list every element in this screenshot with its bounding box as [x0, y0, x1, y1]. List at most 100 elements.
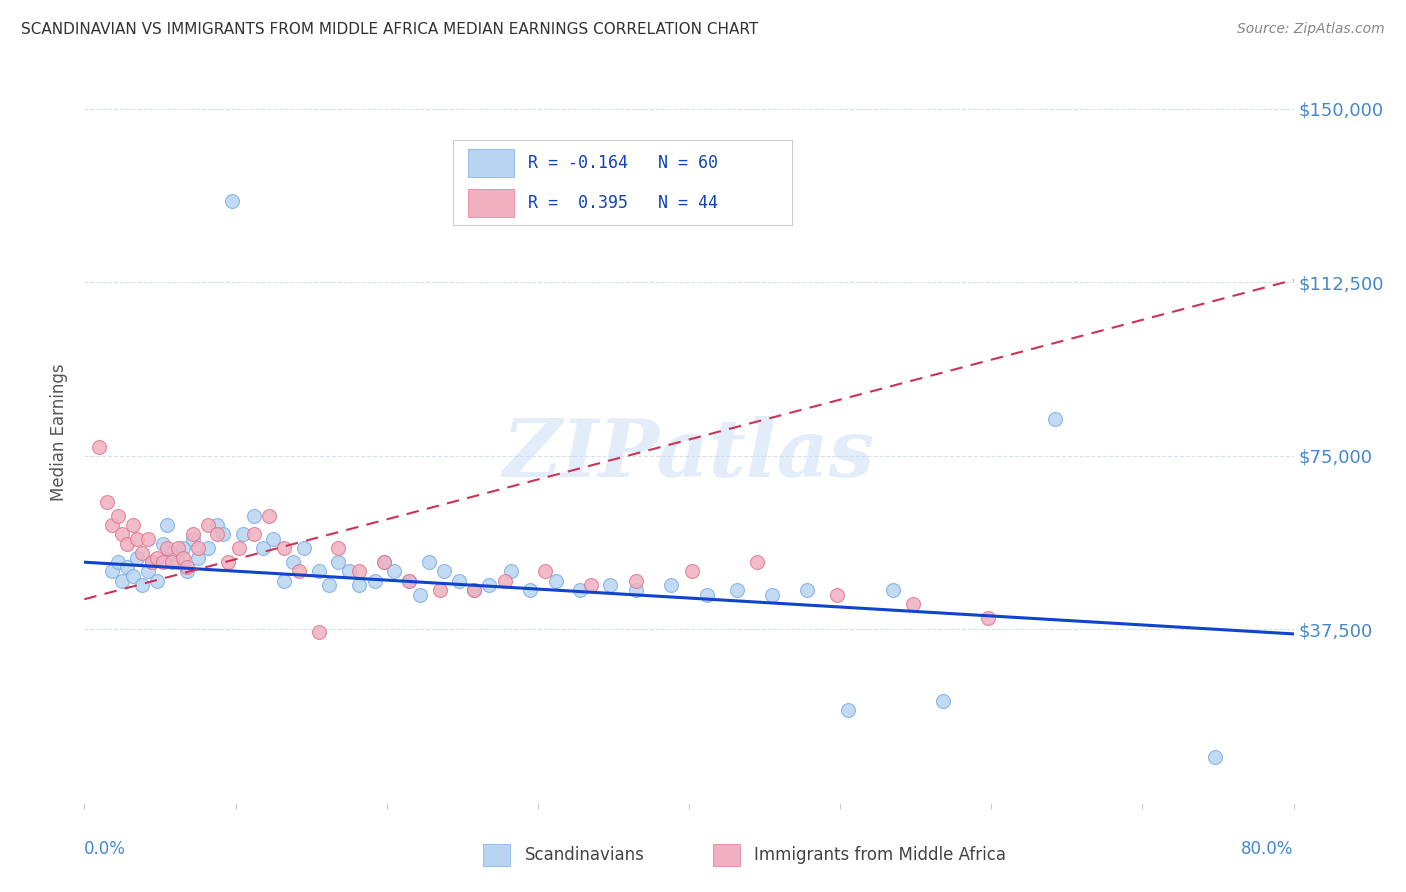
Point [221, 194, 243, 209]
Point [115, 536, 138, 550]
Point [433, 565, 456, 579]
Point [349, 565, 371, 579]
Point [217, 555, 239, 569]
Point [252, 541, 274, 556]
Point [932, 694, 955, 708]
Point [100, 565, 122, 579]
Point [232, 527, 254, 541]
Point [131, 578, 153, 592]
Point [308, 624, 330, 639]
Y-axis label: Median Earnings: Median Earnings [51, 364, 69, 501]
Point [761, 588, 783, 602]
Point [901, 597, 924, 611]
Point [146, 574, 169, 588]
Point [273, 574, 295, 588]
Point [181, 532, 204, 546]
Point [262, 532, 284, 546]
Point [328, 555, 350, 569]
Point [136, 532, 159, 546]
Point [228, 541, 250, 556]
Point [167, 541, 190, 556]
Point [156, 541, 179, 556]
Text: SCANDINAVIAN VS IMMIGRANTS FROM MIDDLE AFRICA MEDIAN EARNINGS CORRELATION CHART: SCANDINAVIAN VS IMMIGRANTS FROM MIDDLE A… [21, 22, 758, 37]
Text: 80.0%: 80.0% [1241, 840, 1294, 858]
Text: R =  0.395   N = 44: R = 0.395 N = 44 [529, 194, 718, 212]
Point [363, 574, 385, 588]
Point [1204, 749, 1226, 764]
Point [96, 495, 118, 509]
Point [837, 703, 859, 717]
Point [318, 578, 340, 592]
FancyBboxPatch shape [453, 140, 792, 226]
Point [160, 546, 183, 560]
Point [478, 578, 501, 592]
Point [152, 536, 174, 550]
Point [176, 565, 198, 579]
Point [681, 565, 703, 579]
Point [373, 555, 395, 569]
Text: R = -0.164   N = 60: R = -0.164 N = 60 [529, 154, 718, 172]
Point [207, 527, 229, 541]
Point [281, 555, 304, 569]
Point [398, 574, 420, 588]
Point [176, 559, 198, 574]
Point [181, 527, 204, 541]
Point [273, 541, 295, 556]
Point [242, 508, 264, 523]
Point [156, 518, 179, 533]
Point [569, 582, 592, 597]
Point [499, 565, 522, 579]
Point [207, 518, 229, 533]
Point [107, 508, 129, 523]
Point [796, 582, 818, 597]
Point [382, 565, 405, 579]
Point [111, 574, 134, 588]
Text: ZIPatlas: ZIPatlas [503, 416, 875, 493]
Point [121, 518, 143, 533]
Point [197, 518, 219, 533]
Point [745, 555, 768, 569]
Point [624, 574, 647, 588]
Point [544, 574, 567, 588]
Point [725, 582, 748, 597]
Point [882, 582, 904, 597]
Point [187, 541, 209, 556]
Bar [713, 844, 740, 866]
Text: 0.0%: 0.0% [84, 840, 127, 858]
Bar [468, 189, 513, 217]
Point [292, 541, 315, 556]
Point [141, 555, 163, 569]
Point [127, 532, 149, 546]
Point [115, 559, 138, 574]
Point [152, 555, 174, 569]
Bar [484, 844, 510, 866]
Point [409, 588, 432, 602]
Point [127, 550, 149, 565]
Point [463, 582, 485, 597]
Point [696, 588, 718, 602]
Point [172, 550, 194, 565]
Text: Source: ZipAtlas.com: Source: ZipAtlas.com [1237, 22, 1385, 37]
Point [349, 578, 371, 592]
Point [1043, 411, 1066, 425]
Point [418, 555, 440, 569]
Point [624, 582, 647, 597]
Point [494, 574, 516, 588]
Point [825, 588, 848, 602]
Point [398, 574, 420, 588]
Point [136, 565, 159, 579]
Point [131, 546, 153, 560]
Point [160, 555, 183, 569]
Point [659, 578, 682, 592]
Point [257, 508, 280, 523]
Point [449, 574, 471, 588]
Point [172, 541, 194, 556]
Point [373, 555, 395, 569]
Point [519, 582, 541, 597]
Point [146, 550, 169, 565]
Point [100, 518, 122, 533]
Text: Immigrants from Middle Africa: Immigrants from Middle Africa [754, 846, 1007, 863]
Point [89, 440, 111, 454]
Bar [468, 149, 513, 178]
Point [212, 527, 235, 541]
